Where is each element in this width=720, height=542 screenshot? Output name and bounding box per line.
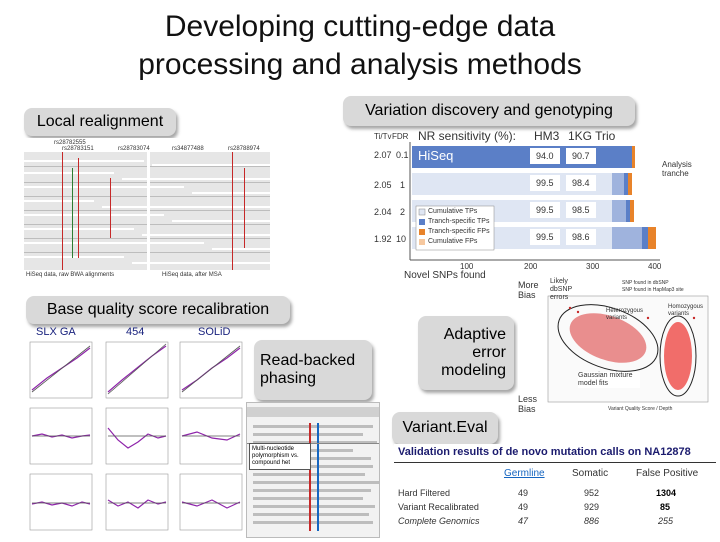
legend-hapmap: SNP found in HapMap3 site xyxy=(622,287,684,293)
validation-row-3-g: 47 xyxy=(518,516,529,526)
title-line-2: processing and analysis methods xyxy=(138,48,582,81)
vqsr-col-1kg: 1KG Trio xyxy=(568,129,616,143)
rs-label-3: rs28783074 xyxy=(118,146,150,152)
phasing-panel: Multi-nucleotide polymorphism vs. compou… xyxy=(246,402,380,538)
phasing-callout: Multi-nucleotide polymorphism vs. compou… xyxy=(249,443,311,470)
vqsr-titv-4: 1.92 xyxy=(374,234,392,244)
vqsr-xlabel: Novel SNPs found xyxy=(404,270,486,281)
vqsr-legend-2: Tranch-specific TPs xyxy=(428,218,490,225)
vqsr-fdr-2: 1 xyxy=(400,180,406,190)
adaptive-xlabel: Variant Quality Score / Depth xyxy=(608,406,673,412)
bqsr-col-454: 454 xyxy=(126,326,145,338)
vqsr-xtick-4: 400 xyxy=(648,262,662,271)
vqsr-fdr-3: 2 xyxy=(400,207,406,217)
validation-row-2-s: 929 xyxy=(584,502,600,512)
vqsr-xtick-2: 200 xyxy=(524,262,538,271)
validation-row-3-fp: 255 xyxy=(658,516,674,526)
vqsr-header-fdr: FDR xyxy=(392,132,409,141)
vqsr-bar-label: HiSeq xyxy=(418,148,454,163)
vqsr-header-titv: Ti/Tv xyxy=(374,132,392,141)
more-bias-label: More Bias xyxy=(518,280,539,300)
vqsr-legend-3: Tranch-specific FPs xyxy=(428,228,490,235)
validation-row-3-s: 886 xyxy=(584,516,600,526)
validation-header-somatic: Somatic xyxy=(572,468,609,479)
vqsr-legend-1: Cumulative TPs xyxy=(428,208,478,215)
vqsr-titv-1: 2.07 xyxy=(374,150,392,160)
vqsr-col-hm3: HM3 xyxy=(534,129,560,143)
analysis-tranche-label: Analysis tranche xyxy=(662,160,692,178)
read-backed-phasing-label: Read-backed phasing xyxy=(254,340,372,400)
phasing-image xyxy=(247,407,379,531)
bqsr-label: Base quality score recalibration xyxy=(26,296,290,324)
vqsr-hm3-3: 99.5 xyxy=(536,205,554,215)
realignment-panel: rs28782555 rs28783151 rs28783074 rs34877… xyxy=(22,138,272,281)
vqsr-titv-3: 2.04 xyxy=(374,207,392,217)
bqsr-col-slx: SLX GA xyxy=(36,326,76,338)
bqsr-panel: SLX GA 454 SOLiD xyxy=(22,326,248,536)
title-line-1: Developing cutting-edge data xyxy=(164,10,556,43)
rs-label-4: rs34877488 xyxy=(172,146,204,152)
validation-title: Validation results of de novo mutation c… xyxy=(398,446,691,458)
vqsr-trio-2: 98.4 xyxy=(572,178,590,188)
validation-row-1-s: 952 xyxy=(584,488,600,498)
validation-row-2-g: 49 xyxy=(518,502,529,512)
adaptive-scatter-plot xyxy=(547,295,709,403)
likely-dbsnp-label: Likely dbSNP errors xyxy=(550,278,573,301)
adaptive-scatter-panel: More Bias Less Bias Likely dbSNP errors … xyxy=(518,278,714,416)
bqsr-plots xyxy=(29,341,243,531)
legend-dbsnp: SNP found in dbSNP xyxy=(622,280,669,286)
vqsr-header-sens: NR sensitivity (%): xyxy=(418,129,517,143)
validation-row-2-name: Variant Recalibrated xyxy=(398,502,479,512)
vqsr-legend-4: Cumulative FPs xyxy=(428,238,478,245)
validation-header-fp: False Positive xyxy=(636,468,699,479)
validation-header-germline: Germline xyxy=(504,468,545,479)
homozygous-label: Homozygous variants xyxy=(668,304,704,317)
bqsr-col-solid: SOLiD xyxy=(198,326,231,338)
validation-row-1-name: Hard Filtered xyxy=(398,488,451,498)
vqsr-fdr-1: 0.1 xyxy=(396,150,409,160)
vqsr-xtick-3: 300 xyxy=(586,262,600,271)
variant-eval-label: Variant.Eval xyxy=(392,412,498,444)
vqsr-hm3-2: 99.5 xyxy=(536,178,554,188)
validation-row-1-g: 49 xyxy=(518,488,529,498)
validation-row-1-fp: 1304 xyxy=(656,488,677,498)
adaptive-error-label: Adaptive error modeling xyxy=(418,316,514,390)
rs-label-1: rs28782555 xyxy=(54,140,86,146)
vqsr-trio-1: 90.7 xyxy=(572,151,590,161)
validation-table-panel: Validation results of de novo mutation c… xyxy=(394,444,716,536)
less-bias-label: Less Bias xyxy=(518,394,538,414)
variation-discovery-text: Variation discovery and genotyping xyxy=(365,102,613,119)
read-backed-phasing-text: Read-backed phasing xyxy=(260,352,356,387)
vqsr-bars xyxy=(409,142,660,261)
local-realignment-label: Local realignment xyxy=(24,108,176,136)
vqsr-titv-2: 2.05 xyxy=(374,180,392,190)
vqsr-hm3-4: 99.5 xyxy=(536,232,554,242)
vqsr-trio-3: 98.5 xyxy=(572,205,590,215)
gmm-label: Gaussian mixture model fits xyxy=(578,372,640,388)
vqsr-trio-4: 98.6 xyxy=(572,232,590,242)
adaptive-error-text: Adaptive error modeling xyxy=(441,326,506,379)
rs-label-2: rs28783151 xyxy=(62,146,94,152)
vqsr-chart: Ti/Tv FDR NR sensitivity (%): HM3 1KG Tr… xyxy=(370,128,710,281)
local-realignment-text: Local realignment xyxy=(36,113,164,130)
validation-row-3-name: Complete Genomics xyxy=(398,516,480,526)
vqsr-fdr-4: 10 xyxy=(396,234,407,244)
vqsr-bar-row-2 xyxy=(412,173,612,195)
realignment-pileup-image xyxy=(22,138,272,281)
validation-row-2-fp: 85 xyxy=(660,502,671,512)
variation-discovery-label: Variation discovery and genotyping xyxy=(343,96,635,126)
vqsr-xtick-1: 100 xyxy=(460,262,474,271)
variant-eval-text: Variant.Eval xyxy=(402,419,488,436)
rs-label-5: rs28788974 xyxy=(228,146,260,152)
bqsr-text: Base quality score recalibration xyxy=(46,301,270,318)
slide-title: Developing cutting-edge data processing … xyxy=(0,8,720,84)
vqsr-hm3-1: 94.0 xyxy=(536,151,554,161)
heterozygous-label: Heterozygous variants xyxy=(606,308,644,321)
realign-caption-right: HiSeq data, after MSA xyxy=(162,272,222,278)
validation-divider xyxy=(394,462,716,463)
realign-caption-left: HiSeq data, raw BWA alignments xyxy=(26,272,115,278)
